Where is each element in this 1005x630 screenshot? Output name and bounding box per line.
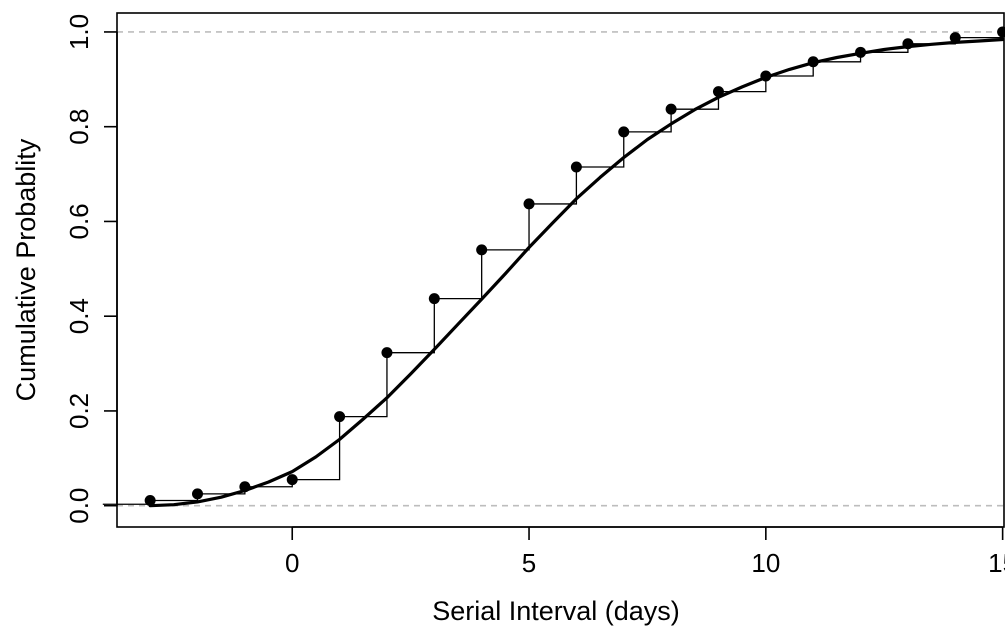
fitted-curve (148, 37, 1005, 508)
data-point (381, 347, 393, 359)
data-point (760, 70, 772, 82)
data-point (949, 32, 961, 44)
data-point (286, 474, 298, 486)
data-point (239, 481, 251, 493)
data-point (618, 126, 630, 138)
data-point (665, 103, 677, 115)
data-point (712, 86, 724, 98)
fitted-curve-group (148, 37, 1005, 508)
observed-points (144, 26, 1005, 506)
data-point (997, 26, 1005, 38)
y-tick-label: 0.0 (64, 488, 94, 524)
x-tick-label: 10 (751, 548, 780, 578)
data-point (192, 488, 204, 500)
y-tick-label: 0.6 (64, 203, 94, 239)
y-tick-label: 0.8 (64, 109, 94, 145)
x-tick-label: 15 (988, 548, 1005, 578)
reference-lines (117, 31, 1005, 507)
data-point (855, 46, 867, 58)
empirical-step-function (102, 31, 1004, 505)
data-point (902, 38, 914, 50)
data-point (570, 161, 582, 173)
data-point (144, 494, 156, 506)
y-tick-label: 1.0 (64, 14, 94, 50)
data-point (807, 56, 819, 68)
data-point (523, 198, 535, 210)
x-tick-label: 5 (522, 548, 536, 578)
x-axis-title: Serial Interval (days) (432, 596, 680, 626)
data-point (476, 244, 488, 256)
y-tick-label: 0.4 (64, 298, 94, 334)
x-axis: 0 5 10 15 (285, 526, 1005, 578)
y-tick-label: 0.2 (64, 393, 94, 429)
data-point (428, 293, 440, 305)
data-point (334, 411, 346, 423)
y-axis-title: Cumulative Probablity (11, 138, 41, 401)
x-tick-label: 0 (285, 548, 299, 578)
step-line (102, 31, 1004, 505)
plot-frame (116, 12, 1005, 528)
y-axis: 0.0 0.2 0.4 0.6 0.8 1.0 (64, 14, 118, 524)
